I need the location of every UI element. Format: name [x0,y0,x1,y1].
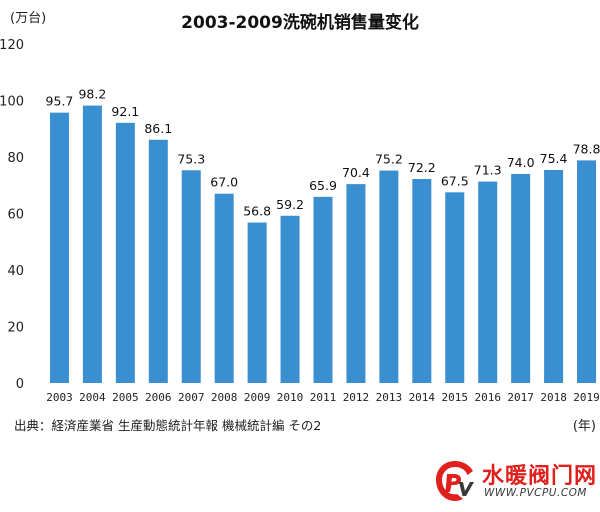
y-tick-label: 120 [0,38,24,53]
pv-logo-icon [436,461,474,501]
y-tick-label: 60 [7,208,24,223]
bar-2007 [181,170,201,383]
bar-2005 [115,122,135,383]
bar-2016 [478,181,498,383]
bar-value-label: 59.2 [276,197,304,212]
bar-value-label: 92.1 [111,104,139,119]
y-tick-label: 100 [0,95,24,110]
bar-2010 [280,215,300,383]
bar-value-label: 75.4 [540,151,568,166]
x-tick-label: 2004 [79,391,106,404]
bar-2015 [445,192,465,383]
x-tick-label: 2017 [507,391,534,404]
bar-value-label: 78.8 [573,141,600,156]
bar-2018 [544,169,564,383]
x-tick-label: 2012 [343,391,370,404]
x-tick-label: 2009 [244,391,271,404]
bar-value-label: 70.4 [342,165,370,180]
bar-2011 [313,196,333,383]
bar-value-label: 75.2 [375,152,403,167]
y-tick-label: 40 [7,264,24,279]
x-tick-label: 2013 [376,391,403,404]
x-tick-label: 2003 [46,391,73,404]
bar-value-label: 74.0 [507,155,535,170]
x-tick-label: 2018 [540,391,567,404]
watermark-name: 水暖阀门网 [482,464,598,489]
y-tick-label: 20 [7,321,24,336]
bar-2009 [247,222,267,383]
bar-value-label: 98.2 [78,87,106,102]
x-tick-label: 2007 [178,391,205,404]
y-tick-label: 80 [7,151,24,166]
x-tick-label: 2019 [573,391,600,404]
bar-2014 [412,179,432,383]
bar-2004 [82,105,102,384]
bar-2017 [511,173,531,383]
x-tick-label: 2016 [474,391,501,404]
bar-value-label: 75.3 [177,151,205,166]
y-axis-ticks: 0 20 40 60 80 100 120 [0,38,24,392]
bar-value-label: 72.2 [408,160,436,175]
x-axis-ticks: 2003 2004 2005 2006 2007 2008 2009 2010 2011 2012… [46,391,600,404]
bar-series: 95.7 98.2 92.1 86.1 75.3 67.0 56.8 59.2 65.9 70.4… [46,87,600,384]
bar-value-label: 56.8 [243,204,271,219]
bar-value-label: 71.3 [474,163,502,178]
bar-2012 [346,184,366,383]
x-tick-label: 2008 [211,391,238,404]
bar-2013 [379,170,399,383]
chart-title: 2003-2009洗碗机销售量变化 [181,12,419,33]
y-tick-label: 0 [16,377,24,392]
bar-value-label: 65.9 [309,178,337,193]
watermark: 水暖阀门网 WWW.PVCPU.COM [432,456,598,510]
x-tick-label: 2015 [442,391,469,404]
y-axis-unit-label: (万台) [10,11,46,26]
bar-value-label: 86.1 [144,121,172,136]
bar-value-label: 67.0 [210,175,238,190]
watermark-url: WWW.PVCPU.COM [484,487,587,499]
x-axis-unit-label: (年) [573,419,596,434]
bar-2003 [49,112,69,384]
bar-2019 [577,160,597,383]
x-tick-label: 2005 [112,391,139,404]
bar-2006 [148,139,168,383]
bar-value-label: 67.5 [441,173,469,188]
bar-2008 [214,193,234,383]
x-tick-label: 2014 [409,391,436,404]
x-tick-label: 2010 [277,391,304,404]
x-tick-label: 2011 [310,391,337,404]
bar-value-label: 95.7 [46,94,74,109]
source-note: 出典：経済産業省 生産動態統計年報 機械統計編 その2 [14,418,321,433]
x-tick-label: 2006 [145,391,172,404]
